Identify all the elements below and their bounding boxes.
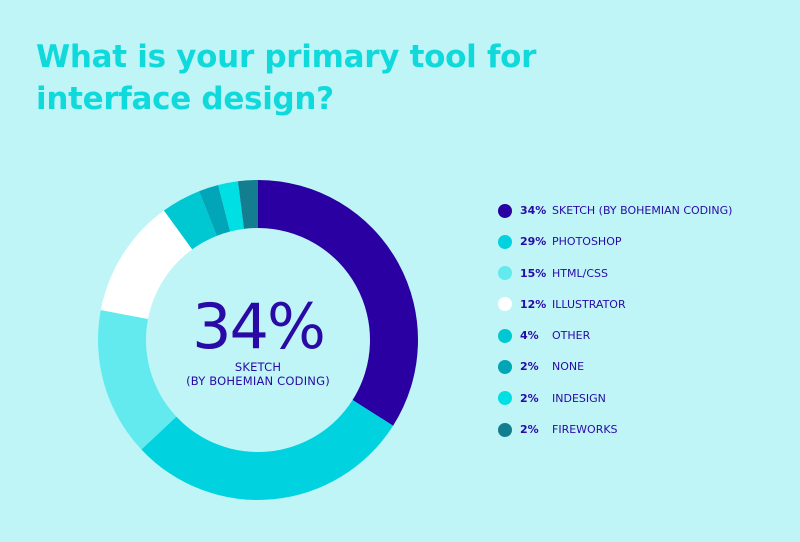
center-label: SKETCH (BY BOHEMIAN CODING) (158, 360, 358, 388)
donut-slice-illustrator (100, 210, 193, 320)
legend-item: 2% INDESIGN (498, 391, 788, 406)
legend-label: FIREWORKS (552, 423, 618, 437)
legend-label: ILLUSTRATOR (552, 297, 626, 311)
donut-svg (98, 180, 418, 500)
center-label-line-2: (BY BOHEMIAN CODING) (186, 374, 330, 388)
center-value: 34% (192, 290, 326, 363)
donut-slice-fireworks (237, 180, 258, 229)
legend-item: 29% PHOTOSHOP (498, 234, 788, 249)
legend-percentage: 15% (520, 266, 547, 280)
donut-slice-html-css (98, 310, 177, 450)
legend-swatch (498, 203, 512, 218)
legend-item: 34% SKETCH (BY BOHEMIAN CODING) (498, 203, 788, 218)
donut-slice-other (163, 191, 217, 250)
chart-title: What is your primary tool for interface … (36, 39, 537, 117)
legend-label: PHOTOSHOP (552, 235, 622, 249)
legend-item: 12% ILLUSTRATOR (498, 297, 788, 312)
legend-label: OTHER (552, 329, 591, 343)
legend-item: 2% NONE (498, 359, 788, 374)
legend-percentage: 34% (520, 204, 547, 217)
center-label-line-1: SKETCH (234, 360, 282, 374)
legend-label: SKETCH (BY BOHEMIAN CODING) (552, 204, 733, 217)
legend-swatch (498, 297, 512, 312)
legend-swatch (498, 234, 512, 249)
donut-slice-photoshop (141, 400, 394, 500)
donut-chart: 34% SKETCH (BY BOHEMIAN CODING) (96, 178, 420, 502)
legend-item: 4% OTHER (498, 328, 788, 343)
donut-slice-sketch-by-bohemian-coding (258, 180, 418, 426)
legend-percentage: 4% (520, 329, 539, 343)
legend-label: NONE (552, 360, 585, 374)
center-summary: 34% SKETCH (BY BOHEMIAN CODING) (158, 290, 358, 389)
legend-swatch (498, 359, 512, 374)
legend-percentage: 2% (520, 391, 539, 405)
legend-percentage: 12% (520, 297, 547, 311)
legend-percentage: 29% (520, 235, 547, 249)
legend-percentage: 2% (520, 360, 539, 374)
legend-swatch (498, 422, 512, 437)
legend-swatch (498, 266, 512, 281)
legend: 34% SKETCH (BY BOHEMIAN CODING) 29% PHOTOSH… (498, 203, 788, 453)
legend-swatch (498, 391, 512, 406)
legend-label: INDESIGN (552, 391, 606, 405)
legend-item: 2% FIREWORKS (498, 422, 788, 437)
legend-item: 15% HTML/CSS (498, 266, 788, 281)
legend-label: HTML/CSS (552, 266, 608, 280)
legend-percentage: 2% (520, 423, 539, 437)
donut-slice-none (199, 185, 231, 236)
legend-swatch (498, 328, 512, 343)
donut-slice-indesign (218, 181, 244, 232)
